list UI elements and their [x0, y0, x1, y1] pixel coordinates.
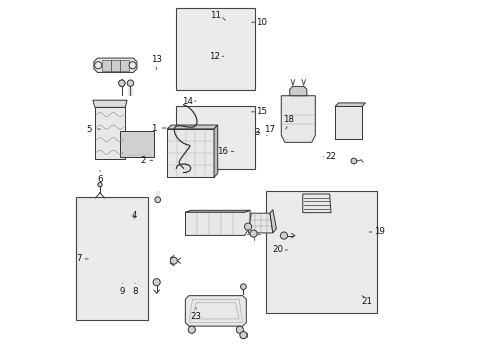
Text: 7: 7	[76, 255, 81, 264]
Text: 5: 5	[87, 125, 92, 134]
Circle shape	[280, 232, 287, 239]
Circle shape	[239, 332, 246, 339]
Circle shape	[240, 284, 246, 289]
Circle shape	[236, 326, 243, 333]
Polygon shape	[269, 210, 276, 233]
Circle shape	[244, 223, 251, 230]
Polygon shape	[302, 194, 330, 213]
Bar	[102, 60, 110, 71]
Polygon shape	[94, 58, 137, 72]
Polygon shape	[289, 86, 306, 96]
Circle shape	[188, 326, 195, 333]
Text: 16: 16	[217, 147, 228, 156]
Text: 3: 3	[254, 128, 259, 137]
Polygon shape	[185, 296, 246, 326]
Text: 22: 22	[325, 152, 335, 161]
Bar	[176, 8, 255, 90]
Text: 9: 9	[120, 287, 125, 296]
Bar	[120, 60, 128, 71]
Text: 21: 21	[360, 297, 371, 306]
Circle shape	[129, 62, 136, 69]
Text: 23: 23	[190, 312, 201, 321]
Text: 11: 11	[210, 11, 221, 20]
Text: 14: 14	[181, 96, 192, 105]
Bar	[111, 60, 120, 71]
Text: 12: 12	[208, 52, 219, 61]
Text: 13: 13	[150, 55, 162, 64]
Polygon shape	[185, 210, 249, 235]
Circle shape	[119, 80, 125, 86]
Circle shape	[94, 62, 102, 69]
Circle shape	[98, 183, 102, 187]
Polygon shape	[214, 125, 217, 177]
Bar	[95, 107, 125, 159]
Text: 2: 2	[140, 156, 145, 165]
Text: 17: 17	[264, 125, 275, 134]
Text: 18: 18	[282, 114, 293, 123]
Circle shape	[127, 80, 133, 86]
Text: 8: 8	[132, 287, 138, 296]
Circle shape	[350, 158, 356, 164]
Text: 15: 15	[256, 107, 266, 116]
Bar	[265, 191, 376, 313]
Polygon shape	[281, 96, 315, 142]
Circle shape	[155, 197, 160, 203]
Bar	[167, 129, 214, 177]
Text: 1: 1	[151, 123, 157, 132]
Text: 4: 4	[131, 211, 137, 220]
Bar	[120, 131, 154, 157]
Bar	[334, 107, 361, 139]
Polygon shape	[93, 100, 127, 107]
Circle shape	[153, 279, 160, 286]
Polygon shape	[248, 213, 272, 233]
Circle shape	[170, 257, 177, 264]
Circle shape	[249, 230, 257, 237]
Polygon shape	[167, 125, 217, 129]
Text: 19: 19	[373, 228, 384, 237]
Text: 20: 20	[272, 246, 283, 255]
Text: 10: 10	[256, 18, 266, 27]
Bar	[176, 107, 255, 168]
Polygon shape	[185, 210, 249, 212]
Text: 6: 6	[97, 175, 102, 184]
Polygon shape	[334, 103, 365, 107]
Bar	[76, 197, 147, 320]
